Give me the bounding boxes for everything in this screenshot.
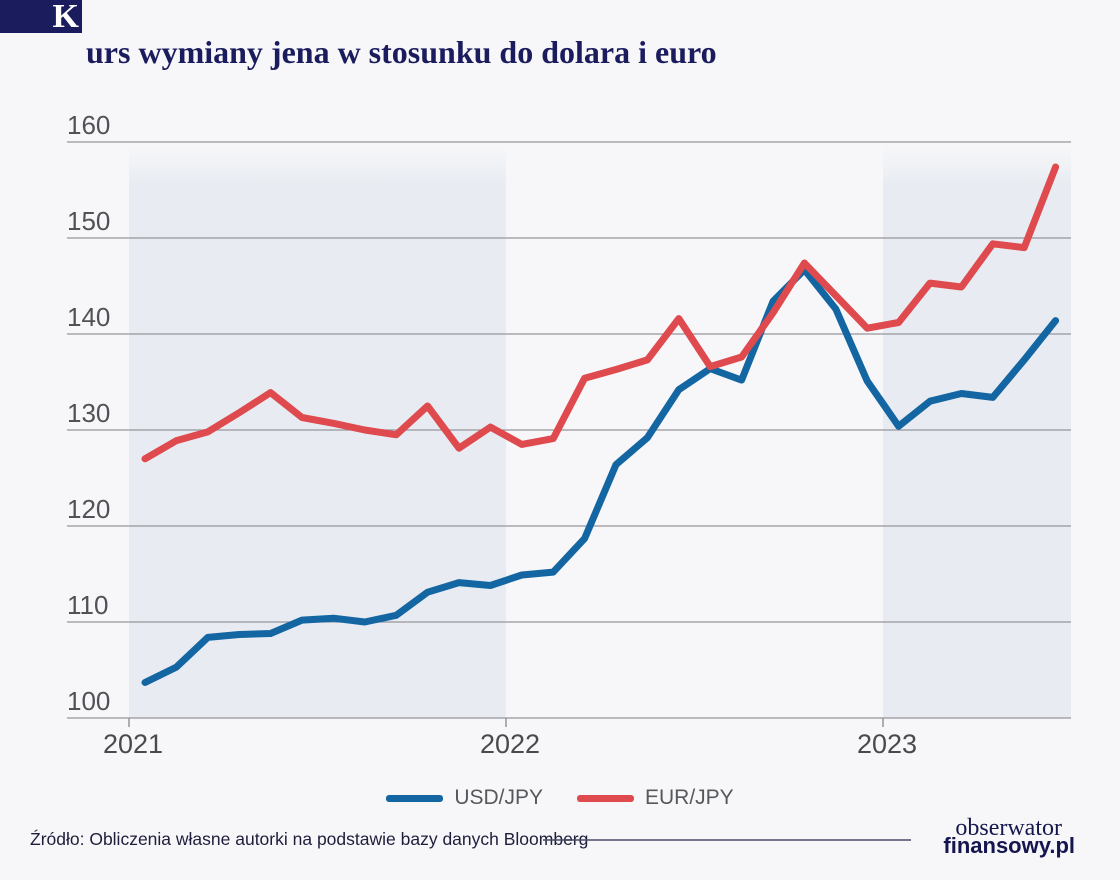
footer-divider bbox=[543, 839, 911, 841]
x-tick-label-2022: 2022 bbox=[480, 729, 540, 759]
y-tick-label-120: 120 bbox=[67, 494, 110, 524]
eurjpy-legend-label: EUR/JPY bbox=[645, 786, 734, 809]
source-note: Źródło: Obliczenia własne autorki na pod… bbox=[30, 829, 589, 849]
usdjpy-line-swatch bbox=[386, 794, 444, 802]
logo-line-2: finansowy.pl bbox=[943, 833, 1075, 858]
y-tick-label-130: 130 bbox=[67, 398, 110, 428]
y-tick-label-140: 140 bbox=[67, 302, 110, 332]
page-title: urs wymiany jena w stosunku do dolara i … bbox=[86, 34, 717, 70]
legend-item-eurjpy: EUR/JPY bbox=[577, 786, 734, 810]
y-tick-label-110: 110 bbox=[67, 590, 108, 620]
legend-item-usdjpy: USD/JPY bbox=[386, 786, 543, 810]
title-accent-box: K bbox=[0, 0, 82, 33]
x-tick-label-2021: 2021 bbox=[103, 729, 163, 759]
logo-line-1: obserwator bbox=[955, 815, 1062, 841]
usd-jpy-line bbox=[141, 266, 1060, 686]
title-initial: K bbox=[52, 0, 79, 35]
y-tick-label-160: 160 bbox=[67, 110, 110, 140]
y-tick-label-150: 150 bbox=[67, 206, 110, 236]
chart-legend: USD/JPY EUR/JPY bbox=[0, 782, 1120, 814]
usdjpy-legend-label: USD/JPY bbox=[454, 786, 543, 809]
eurjpy-line-swatch bbox=[577, 794, 634, 802]
obserwator-finansowy-logo: obserwator finansowy.pl bbox=[943, 815, 1075, 858]
eur-jpy-line bbox=[141, 163, 1060, 463]
x-tick-label-2023: 2023 bbox=[857, 729, 917, 759]
y-tick-label-100: 100 bbox=[67, 686, 110, 716]
year-band-2023 bbox=[883, 145, 1071, 718]
